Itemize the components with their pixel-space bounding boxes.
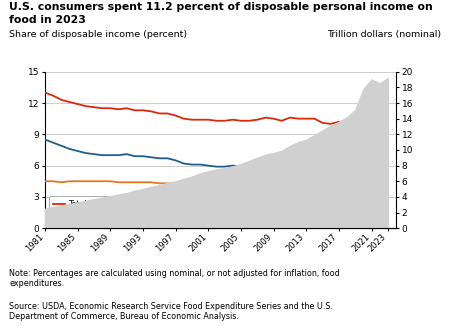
Text: Source: USDA, Economic Research Service Food Expenditure Series and the U.S.
Dep: Source: USDA, Economic Research Service …	[9, 302, 333, 321]
Text: Note: Percentages are calculated using nominal, or not adjusted for inflation, f: Note: Percentages are calculated using n…	[9, 269, 340, 289]
Text: Trillion dollars (nominal): Trillion dollars (nominal)	[327, 30, 441, 39]
Text: U.S. consumers spent 11.2 percent of disposable personal income on: U.S. consumers spent 11.2 percent of dis…	[9, 2, 433, 12]
Text: food in 2023: food in 2023	[9, 15, 86, 25]
Legend: Total food, Food away from home, Food at home, Disposable personal income (right: Total food, Food away from home, Food at…	[49, 196, 342, 224]
Text: Share of disposable income (percent): Share of disposable income (percent)	[9, 30, 187, 39]
